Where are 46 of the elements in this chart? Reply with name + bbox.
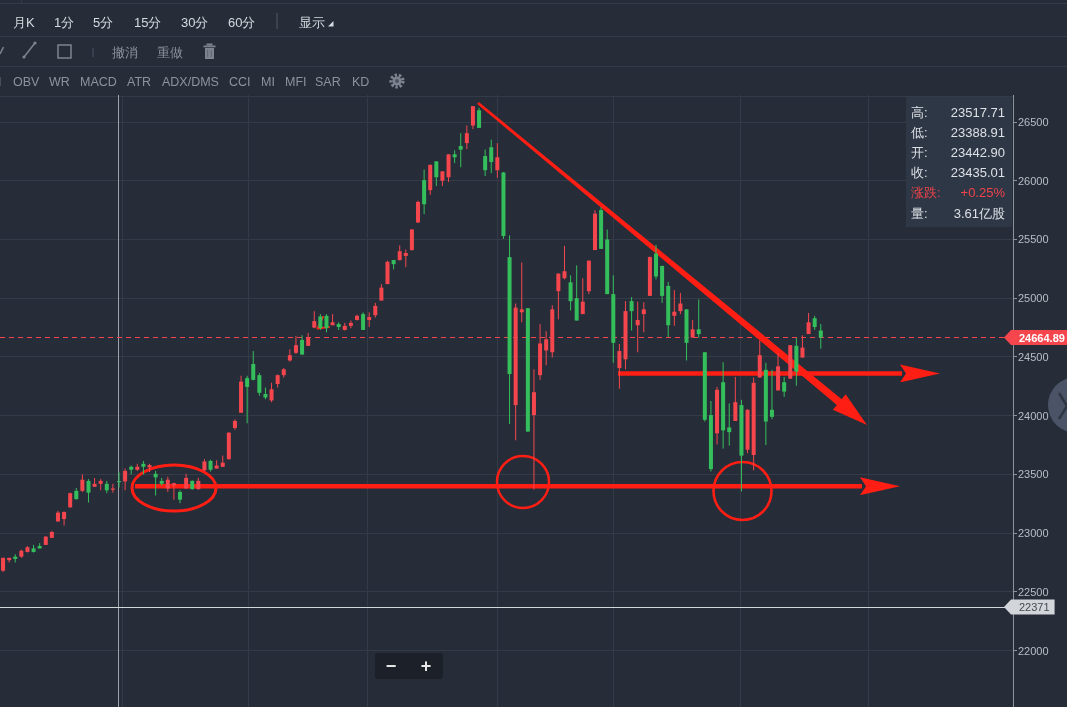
annotation: 收: (911, 164, 928, 180)
text: WR (49, 75, 70, 89)
text: 重做 (157, 44, 183, 60)
text: MACD (80, 75, 117, 89)
text: SAR (315, 75, 341, 89)
ref-line-label: 22371 (1019, 601, 1050, 614)
annotation: 23435.01 (950, 164, 1005, 180)
annotation: 23388.91 (950, 124, 1005, 140)
text: OBV (13, 75, 41, 89)
text: 5分 (93, 14, 114, 30)
annotation: 低: (911, 124, 928, 140)
text: 显示 (299, 14, 325, 30)
y-tick-label: 24500 (1018, 350, 1049, 363)
text: ATR (127, 75, 152, 89)
annotation: + (420, 656, 432, 676)
text: 1分 (54, 14, 75, 30)
annotation: 高: (911, 104, 928, 120)
y-tick-label: 26500 (1018, 116, 1049, 129)
y-tick-label: 25000 (1018, 292, 1049, 305)
y-tick-label: 22500 (1018, 585, 1049, 598)
y-tick-label: 22000 (1018, 644, 1049, 657)
zoom-control: − + (375, 653, 443, 679)
text: ADX/DMS (162, 75, 219, 89)
ref-line-label: 24664.89 (1019, 331, 1065, 344)
y-tick-label: 23000 (1018, 527, 1049, 540)
text: 60分 (228, 14, 256, 30)
y-tick-label: 24000 (1018, 409, 1049, 422)
y-tick-label: 25500 (1018, 233, 1049, 246)
y-tick-label: 26000 (1018, 174, 1049, 187)
text: MFI (285, 75, 307, 89)
text: 月K (13, 14, 35, 30)
text: 30分 (181, 14, 209, 30)
annotation: 涨跌: (911, 185, 941, 200)
annotation: 量: (911, 205, 928, 221)
annotation: 23442.90 (950, 144, 1005, 160)
annotation: 23517.71 (950, 104, 1005, 120)
annotation: +0.25% (960, 185, 1006, 200)
text: KD (352, 75, 370, 89)
annotation: − (385, 656, 397, 676)
text: MI (261, 75, 275, 89)
y-tick-label: 23500 (1018, 468, 1049, 481)
annotation: 3.61亿股 (953, 205, 1005, 221)
annotation: 开: (911, 144, 928, 160)
text: 15分 (134, 14, 162, 30)
text: CCI (229, 75, 251, 89)
text: 撤消 (112, 44, 138, 60)
